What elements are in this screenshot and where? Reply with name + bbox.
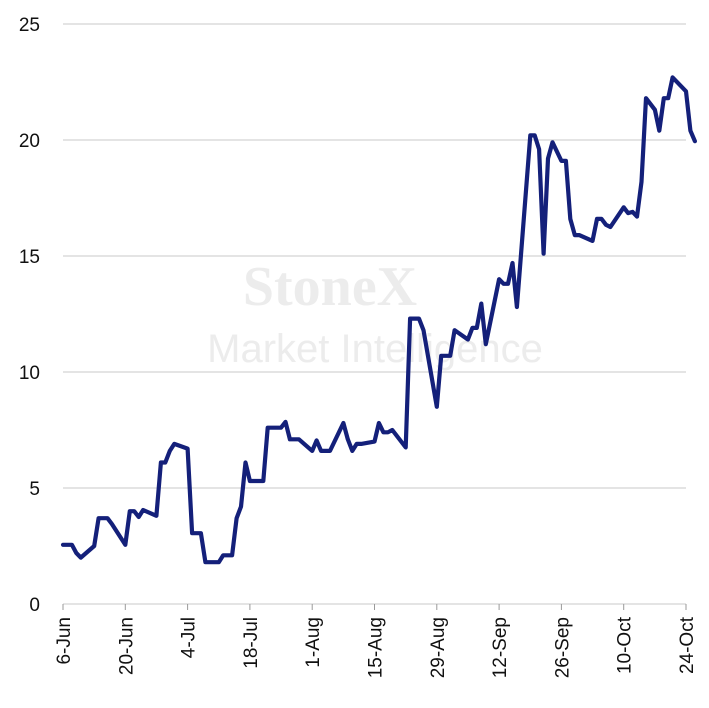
x-tick-label: 24-Oct — [677, 616, 698, 674]
x-tick-label: 20-Jun — [116, 617, 137, 675]
y-tick-label: 0 — [29, 595, 40, 616]
watermark-subtitle: Market Intelligence — [207, 327, 543, 371]
y-tick-label: 25 — [19, 15, 40, 36]
x-axis: 6-Jun 20-Jun 4-Jul 18-Jul 1-Aug 15-Aug 29-Aug 1… — [54, 604, 698, 678]
x-tick-label: 6-Jun — [54, 617, 75, 665]
watermark-title: StoneX — [243, 256, 417, 318]
series-group — [60, 75, 697, 565]
y-tick-label: 10 — [19, 363, 40, 384]
series-line-0 — [60, 75, 697, 565]
y-tick-label: 20 — [19, 131, 40, 152]
x-tick-label: 18-Jul — [241, 617, 262, 669]
x-tick-label: 12-Sep — [490, 617, 511, 678]
y-tick-label: 15 — [19, 247, 40, 268]
x-tick-label: 26-Sep — [552, 617, 573, 678]
x-tick-label: 29-Aug — [428, 617, 449, 678]
y-axis: 0 5 10 15 20 25 — [19, 15, 40, 616]
x-tick-label: 10-Oct — [615, 616, 636, 674]
x-tick-label: 1-Aug — [303, 617, 324, 668]
y-tick-label: 5 — [29, 479, 40, 500]
x-tick-label: 15-Aug — [366, 617, 387, 678]
x-tick-label: 4-Jul — [179, 617, 200, 658]
